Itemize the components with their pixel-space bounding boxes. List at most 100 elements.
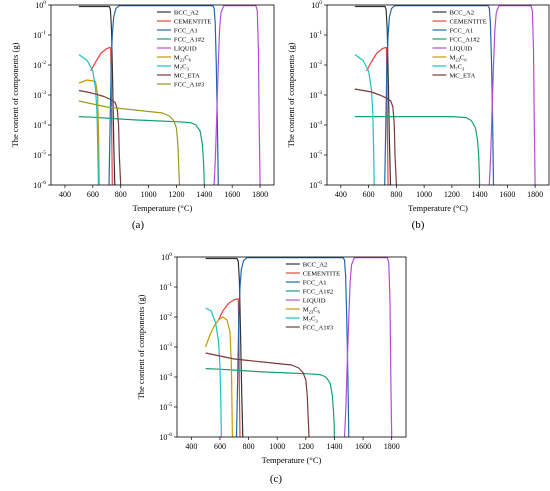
y-tick-label: 10-1 bbox=[33, 30, 46, 40]
y-tick-exponent: -1 bbox=[317, 30, 322, 36]
x-tick-label: 800 bbox=[390, 190, 402, 199]
legend-label: BCC_A2 bbox=[174, 10, 199, 17]
series-line-fcc-a1 bbox=[384, 5, 495, 185]
x-tick-label: 800 bbox=[243, 442, 255, 451]
x-tick-label: 400 bbox=[59, 190, 71, 199]
y-tick-exponent: -3 bbox=[41, 90, 46, 96]
y-tick-base: 10 bbox=[33, 121, 41, 130]
y-tick-exponent: -4 bbox=[167, 372, 172, 378]
legend-label: CEMENTITE bbox=[449, 19, 486, 26]
y-tick-label: 10-3 bbox=[159, 342, 172, 352]
y-tick-label: 10-2 bbox=[33, 60, 46, 70]
y-tick-base: 10 bbox=[159, 283, 167, 292]
y-tick-exponent: 0 bbox=[319, 0, 322, 6]
x-tick-label: 600 bbox=[214, 442, 226, 451]
legend-label: FCC_A1#3 bbox=[303, 325, 334, 332]
series-line-mc-eta bbox=[78, 89, 122, 185]
series-line-bcc-a2 bbox=[354, 5, 392, 185]
series-line-liquid bbox=[488, 5, 536, 185]
x-tick-label: 1400 bbox=[326, 442, 342, 451]
y-tick-label: 10-4 bbox=[159, 372, 172, 382]
legend-label: LIQUID bbox=[303, 298, 326, 305]
legend-label: LIQUID bbox=[449, 46, 472, 53]
y-tick-exponent: -3 bbox=[317, 90, 322, 96]
x-tick-label: 1200 bbox=[168, 190, 184, 199]
y-tick-exponent: -2 bbox=[317, 60, 322, 66]
series-line-liquid bbox=[343, 257, 393, 437]
x-tick-label: 1000 bbox=[416, 190, 432, 199]
legend-label: FCC_A1#3 bbox=[174, 82, 205, 89]
y-tick-base: 10 bbox=[33, 91, 41, 100]
legend-label: MC_ETA bbox=[174, 73, 200, 80]
y-tick-exponent: -4 bbox=[317, 120, 322, 126]
x-tick-label: 1800 bbox=[252, 190, 268, 199]
y-tick-label: 100 bbox=[161, 252, 172, 262]
y-tick-base: 10 bbox=[311, 1, 319, 10]
legend-label: FCC_A1#2 bbox=[303, 289, 333, 296]
legend-label: MC_ETA bbox=[449, 73, 475, 80]
series-line-bcc-a2 bbox=[78, 5, 116, 185]
y-tick-exponent: -5 bbox=[167, 402, 172, 408]
y-tick-base: 10 bbox=[309, 121, 317, 130]
x-tick-label: 1000 bbox=[269, 442, 285, 451]
x-tick-label: 600 bbox=[87, 190, 99, 199]
y-tick-base: 10 bbox=[309, 91, 317, 100]
y-tick-label: 10-2 bbox=[159, 312, 172, 322]
series-line-liquid bbox=[213, 5, 261, 185]
x-tick-label: 1600 bbox=[499, 190, 515, 199]
y-tick-exponent: -2 bbox=[167, 312, 172, 318]
legend-label: FCC_A1#2 bbox=[449, 37, 479, 44]
y-tick-exponent: -4 bbox=[41, 120, 46, 126]
series-line-fcc-a1-2 bbox=[78, 116, 205, 185]
y-tick-label: 10-1 bbox=[159, 282, 172, 292]
panel-label-a: (a) bbox=[132, 219, 145, 231]
y-tick-base: 10 bbox=[33, 31, 41, 40]
series-line-fcc-a1-2 bbox=[354, 116, 481, 185]
panel-label-c: (c) bbox=[270, 473, 283, 485]
series-lines bbox=[78, 5, 261, 185]
legend: BCC_A2 CEMENTITE FCC_A1 FCC_A1#2 LIQUID M23C6… bbox=[156, 10, 211, 89]
legend-label: M23C6 bbox=[449, 55, 467, 63]
y-tick-exponent: -5 bbox=[41, 150, 46, 156]
y-tick-label: 10-5 bbox=[159, 402, 172, 412]
y-tick-base: 10 bbox=[309, 151, 317, 160]
legend-label: CEMENTITE bbox=[174, 19, 211, 26]
legend-label: LIQUID bbox=[174, 46, 197, 53]
y-tick-exponent: -5 bbox=[317, 150, 322, 156]
panel-a: (a) 400 600 800 1000 1200 1400 1600 180010010-1… bbox=[10, 0, 275, 231]
y-tick-base: 10 bbox=[33, 151, 41, 160]
y-tick-base: 10 bbox=[161, 253, 169, 262]
y-tick-base: 10 bbox=[309, 61, 317, 70]
x-tick-label: 1400 bbox=[196, 190, 212, 199]
x-tick-label: 800 bbox=[115, 190, 127, 199]
legend: BCC_A2 CEMENTITE FCC_A1 FCC_A1#2 LIQUID M23C6… bbox=[432, 10, 487, 80]
y-tick-exponent: -3 bbox=[167, 342, 172, 348]
series-line-m7c3 bbox=[354, 54, 375, 185]
x-tick-label: 1400 bbox=[472, 190, 488, 199]
y-tick-base: 10 bbox=[159, 343, 167, 352]
plot-frame bbox=[50, 4, 275, 186]
series-line-m23c6 bbox=[205, 316, 233, 437]
y-tick-base: 10 bbox=[159, 433, 167, 442]
x-tick-label: 1200 bbox=[444, 190, 460, 199]
legend-label: FCC_A1#2 bbox=[174, 37, 204, 44]
y-tick-base: 10 bbox=[33, 61, 41, 70]
y-tick-exponent: -2 bbox=[41, 60, 46, 66]
y-tick-label: 10-5 bbox=[33, 150, 46, 160]
y-tick-label: 10-6 bbox=[309, 180, 322, 190]
x-axis-title: Temperature (°C) bbox=[262, 455, 322, 465]
y-tick-base: 10 bbox=[159, 373, 167, 382]
series-lines bbox=[205, 257, 393, 437]
legend-label: CEMENTITE bbox=[303, 271, 340, 278]
x-tick-label: 1000 bbox=[141, 190, 157, 199]
legend-label: M7C3 bbox=[449, 64, 465, 72]
panel-b: (b) 400 600 800 1000 1200 1400 1600 180010010-1… bbox=[286, 0, 550, 231]
x-axis-title: Temperature (°C) bbox=[133, 203, 193, 213]
legend-label: M7C3 bbox=[174, 64, 190, 72]
y-tick-exponent: -1 bbox=[41, 30, 46, 36]
series-line-fcc-a1-2 bbox=[205, 368, 335, 437]
legend-label: M7C3 bbox=[303, 316, 319, 324]
y-tick-label: 10-3 bbox=[309, 90, 322, 100]
y-axis-title: The content of components (g) bbox=[10, 42, 20, 147]
